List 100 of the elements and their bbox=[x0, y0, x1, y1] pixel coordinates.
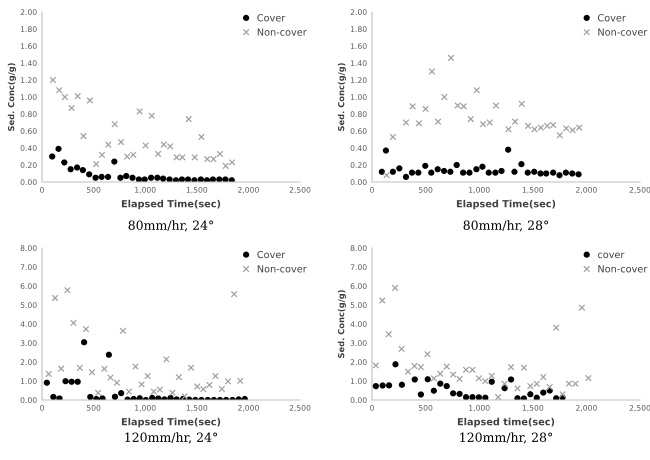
point bbox=[552, 324, 560, 332]
point bbox=[543, 170, 550, 177]
point bbox=[418, 391, 424, 398]
point bbox=[467, 116, 474, 123]
legend-label: Cover bbox=[257, 250, 286, 258]
point bbox=[167, 394, 174, 400]
point bbox=[436, 370, 444, 378]
point bbox=[56, 86, 63, 94]
point bbox=[100, 365, 108, 372]
point bbox=[402, 119, 410, 126]
point bbox=[486, 170, 492, 176]
point bbox=[524, 122, 532, 130]
point bbox=[172, 177, 180, 182]
point bbox=[556, 172, 563, 178]
point bbox=[107, 374, 114, 381]
point bbox=[518, 100, 526, 108]
point bbox=[392, 284, 399, 292]
y-axis-title: Sed. Conc(g/g) bbox=[338, 290, 346, 358]
text: 80mm/hr, 24° bbox=[128, 220, 214, 232]
point bbox=[434, 166, 441, 172]
point bbox=[99, 395, 106, 400]
point bbox=[88, 368, 96, 376]
point bbox=[149, 394, 156, 400]
point bbox=[422, 162, 428, 169]
point bbox=[379, 382, 386, 389]
point bbox=[424, 376, 431, 382]
point bbox=[118, 138, 124, 146]
point bbox=[181, 392, 188, 400]
point bbox=[166, 176, 173, 182]
y-axis-title: Sed. Conc(g/g) bbox=[8, 63, 16, 131]
text: 80mm/hr, 28° bbox=[464, 220, 548, 232]
point bbox=[556, 132, 564, 139]
point bbox=[184, 176, 192, 182]
point bbox=[511, 168, 518, 175]
point bbox=[68, 166, 74, 172]
point bbox=[537, 170, 544, 177]
point bbox=[430, 374, 438, 382]
point bbox=[92, 174, 99, 181]
point bbox=[450, 390, 456, 396]
point bbox=[228, 159, 236, 166]
point bbox=[62, 94, 68, 100]
point bbox=[118, 390, 124, 396]
legend-label: Non-cover bbox=[258, 28, 307, 36]
point bbox=[559, 390, 566, 398]
point bbox=[58, 365, 65, 372]
point bbox=[584, 374, 592, 382]
point bbox=[45, 370, 52, 378]
point bbox=[512, 118, 519, 126]
point bbox=[456, 376, 463, 382]
point bbox=[138, 381, 145, 388]
point bbox=[230, 290, 238, 298]
point bbox=[398, 382, 406, 388]
point bbox=[136, 108, 144, 115]
point bbox=[578, 304, 586, 312]
point bbox=[175, 374, 182, 381]
point bbox=[460, 170, 466, 176]
point bbox=[386, 382, 392, 388]
point bbox=[518, 161, 525, 168]
point bbox=[440, 94, 448, 100]
point bbox=[488, 372, 496, 380]
point bbox=[540, 389, 546, 396]
point bbox=[448, 54, 454, 62]
x-axis-title: Elapsed time(sec) bbox=[458, 418, 554, 428]
point bbox=[428, 68, 436, 75]
legend-label: Non-cover bbox=[598, 265, 648, 272]
point bbox=[74, 92, 82, 100]
point bbox=[501, 385, 508, 392]
point bbox=[98, 151, 106, 158]
point bbox=[104, 141, 112, 148]
point bbox=[136, 176, 142, 182]
point bbox=[113, 379, 120, 386]
point bbox=[162, 356, 170, 363]
point bbox=[492, 170, 499, 176]
point bbox=[198, 176, 204, 182]
point bbox=[198, 134, 205, 140]
point bbox=[473, 86, 480, 94]
point bbox=[482, 394, 488, 400]
point bbox=[129, 174, 136, 181]
point bbox=[416, 120, 422, 127]
point bbox=[74, 164, 80, 171]
point bbox=[169, 389, 176, 396]
point bbox=[64, 286, 71, 294]
point bbox=[383, 172, 390, 179]
x-axis-title: Elapsed Time(sec) bbox=[122, 418, 220, 428]
point bbox=[454, 162, 460, 168]
point bbox=[440, 168, 448, 174]
point bbox=[520, 364, 528, 372]
point bbox=[424, 350, 431, 358]
point bbox=[479, 164, 486, 170]
point bbox=[70, 319, 77, 326]
point bbox=[569, 170, 576, 177]
point bbox=[86, 96, 94, 104]
point bbox=[473, 166, 480, 172]
point bbox=[408, 170, 416, 176]
point bbox=[450, 371, 457, 378]
point bbox=[372, 362, 380, 369]
point bbox=[74, 378, 81, 385]
point bbox=[236, 377, 244, 384]
point bbox=[216, 150, 224, 158]
text: 120mm/hr, 28° bbox=[460, 432, 552, 444]
